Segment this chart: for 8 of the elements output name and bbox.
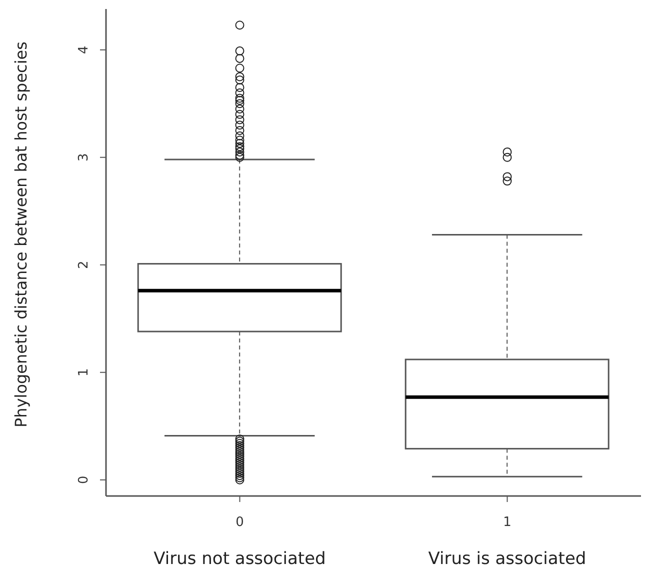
text: Virus is associated [428, 549, 586, 566]
y-axis-title: Phylogenetic distance between bat host species [11, 42, 30, 428]
y-tick-label: 1 [76, 368, 92, 377]
y-tick-label: 2 [76, 260, 92, 270]
text: Virus not associated [154, 549, 326, 566]
y-tick-label: 4 [76, 46, 92, 54]
y-tick-label: 3 [76, 153, 92, 162]
y-tick-label: 0 [76, 476, 92, 484]
